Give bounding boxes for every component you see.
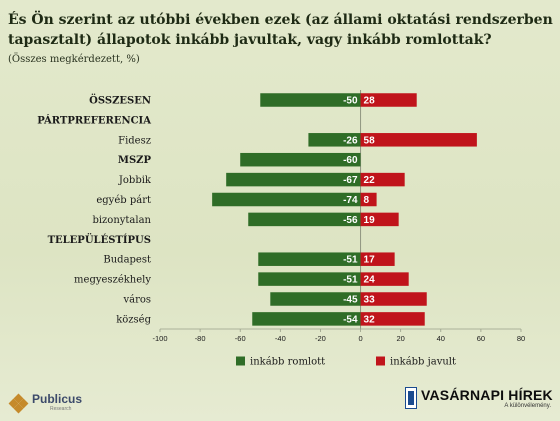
bar-javult <box>360 212 399 227</box>
data-label-javult: 8 <box>364 195 370 206</box>
bar-romlott <box>308 133 361 147</box>
bar-romlott <box>258 252 361 266</box>
category-label: MSZP <box>118 155 152 166</box>
bar-romlott <box>212 192 361 207</box>
category-label: község <box>116 314 151 325</box>
x-tick-label: 60 <box>477 334 485 343</box>
bar-romlott <box>260 93 361 107</box>
data-label-romlott: -51 <box>343 255 358 266</box>
bar-romlott <box>226 172 361 187</box>
x-tick-label: 0 <box>358 334 362 343</box>
data-label-romlott: -26 <box>343 135 358 146</box>
category-label: ÖSSZESEN <box>89 94 151 107</box>
vasarnapi-hirek-name: VASÁRNAPI HÍREK <box>421 387 553 403</box>
category-label: Jobbik <box>118 175 152 186</box>
vasarnapi-hirek-tag: A különvélemény. <box>504 403 551 409</box>
bar-romlott <box>252 312 361 326</box>
data-label-romlott: -51 <box>343 275 358 286</box>
data-label-romlott: -67 <box>343 175 358 186</box>
vasarnapi-hirek-logo: VASÁRNAPI HÍREK A különvélemény. <box>405 386 553 412</box>
bar-javult <box>360 93 417 107</box>
category-label: Budapest <box>103 255 151 266</box>
x-tick-label: -80 <box>195 334 206 343</box>
x-tick-label: -40 <box>275 334 286 343</box>
legend-swatch <box>376 356 385 366</box>
publicus-logo-name: Publicus <box>32 392 83 406</box>
bar-javult <box>360 133 477 147</box>
data-label-javult: 22 <box>364 175 376 186</box>
publicus-logo: Publicus Research <box>8 392 83 415</box>
category-label: TELEPÜLÉSTÍPUS <box>48 233 151 246</box>
bar-javult <box>360 172 405 187</box>
x-tick-label: 20 <box>396 334 404 343</box>
category-label: megyeszékhely <box>74 275 151 286</box>
bar-romlott <box>270 292 361 306</box>
data-label-javult: 28 <box>364 96 376 107</box>
data-label-javult: 33 <box>364 295 376 306</box>
bar-romlott <box>248 212 361 227</box>
category-label: PÁRTPREFERENCIA <box>37 114 151 126</box>
data-label-romlott: -56 <box>343 215 358 226</box>
x-tick-label: -100 <box>152 334 167 343</box>
data-label-romlott: -45 <box>343 295 358 306</box>
chart-subtitle: (Összes megkérdezett, %) <box>8 54 140 65</box>
chart-title: És Ön szerint az utóbbi években ezek (az… <box>8 12 553 48</box>
legend-label: inkább javult <box>390 357 456 368</box>
data-label-romlott: -60 <box>343 155 358 166</box>
x-tick-label: 40 <box>437 334 445 343</box>
legend-label: inkább romlott <box>250 357 325 368</box>
category-label: bizonytalan <box>92 215 151 226</box>
data-label-romlott: -50 <box>343 96 358 107</box>
x-tick-label: -60 <box>235 334 246 343</box>
bar-romlott <box>240 152 361 167</box>
data-label-javult: 17 <box>364 255 376 266</box>
bar-javult <box>360 252 395 266</box>
data-label-romlott: -54 <box>343 314 358 325</box>
category-label: város <box>122 295 151 306</box>
data-label-javult: 24 <box>364 275 376 286</box>
x-tick-label: 80 <box>517 334 525 343</box>
bar-javult <box>360 292 427 306</box>
publicus-logo-icon <box>8 393 29 414</box>
bar-javult <box>360 192 377 207</box>
data-label-romlott: -74 <box>343 195 358 206</box>
data-label-javult: 19 <box>364 215 376 226</box>
vasarnapi-hirek-badge-icon <box>405 387 417 409</box>
legend-swatch <box>236 356 245 366</box>
data-label-javult: 32 <box>364 314 376 325</box>
category-label: egyéb párt <box>96 195 151 206</box>
data-label-javult: 58 <box>364 135 376 146</box>
category-label: Fidesz <box>118 135 151 146</box>
bar-romlott <box>258 272 361 286</box>
bar-javult <box>360 272 409 286</box>
publicus-logo-sub: Research <box>50 406 72 412</box>
bar-javult <box>360 312 425 326</box>
x-tick-label: -20 <box>315 334 326 343</box>
